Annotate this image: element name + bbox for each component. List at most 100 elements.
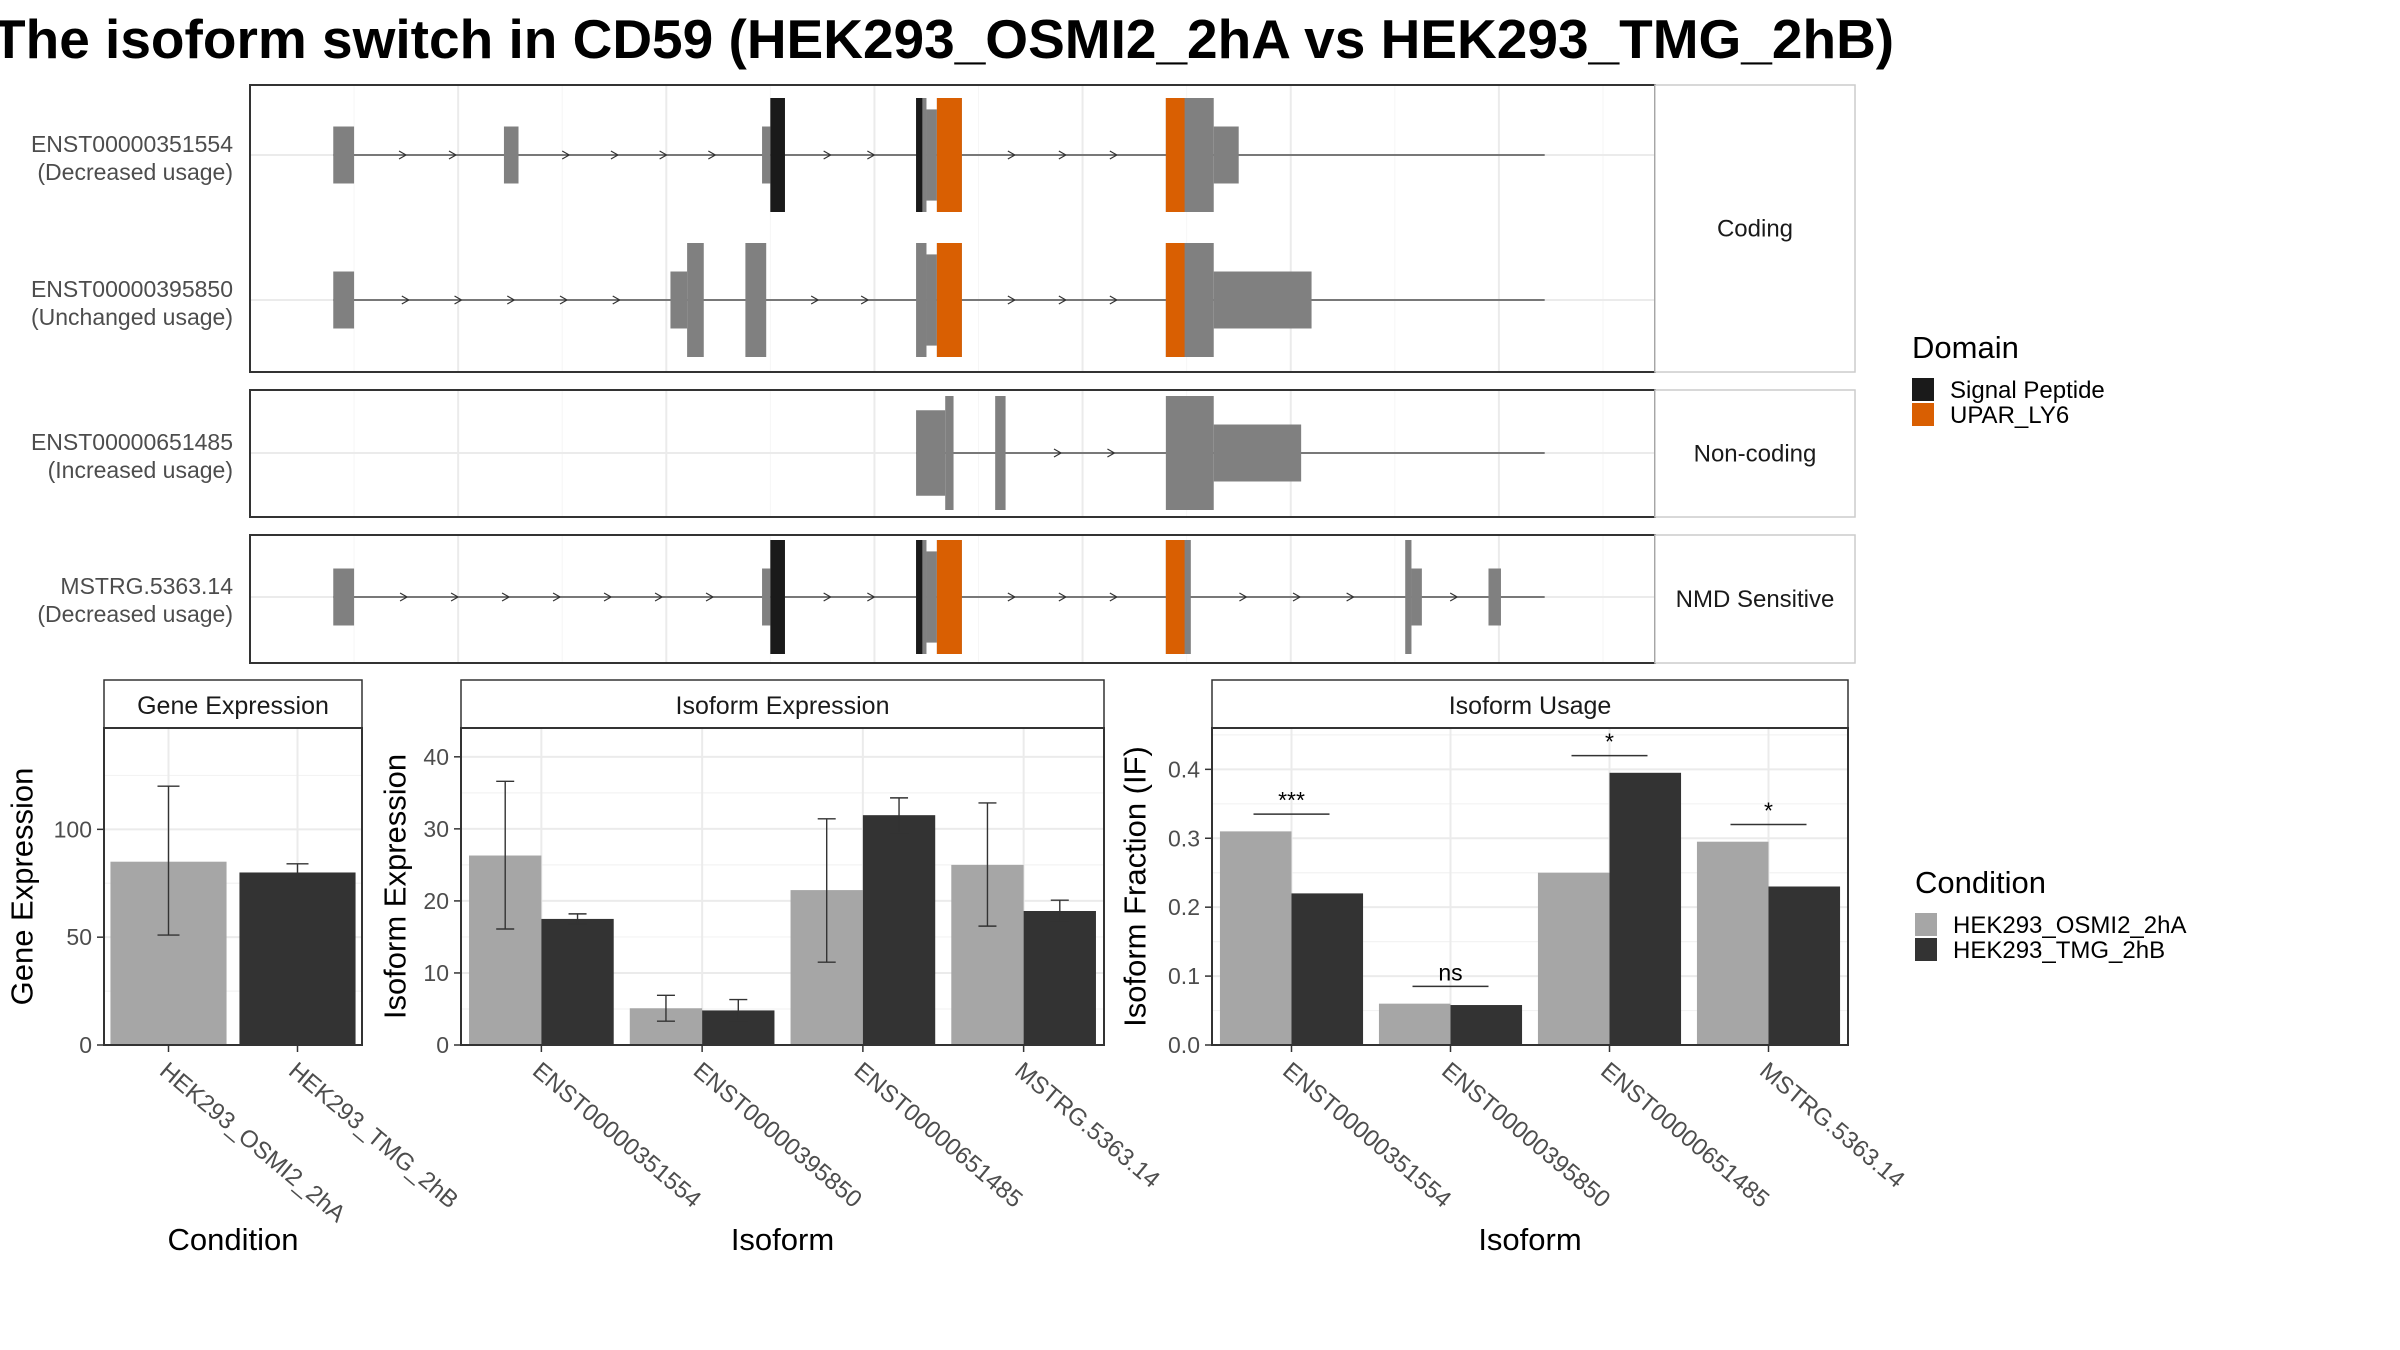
intron-arrow bbox=[1058, 150, 1068, 160]
intron-arrow bbox=[552, 592, 562, 602]
intron-arrow bbox=[708, 150, 717, 160]
intron-arrow bbox=[654, 592, 664, 602]
domain-signal-peptide bbox=[770, 540, 785, 654]
intron-arrow bbox=[448, 150, 458, 160]
bar-chart: Isoform Usage 0.0 0.1 0.2 0.3 0.4 *** ns * * ENST0… bbox=[1118, 679, 1910, 1257]
intron-arrow bbox=[1292, 592, 1302, 602]
legend-swatch bbox=[1912, 378, 1934, 401]
exon bbox=[333, 568, 355, 626]
bar bbox=[1450, 1005, 1523, 1045]
intron-arrow bbox=[612, 295, 621, 305]
bar bbox=[1291, 893, 1364, 1045]
domain-signal-peptide bbox=[916, 540, 923, 654]
bar bbox=[1537, 872, 1610, 1045]
x-axis-label: Condition bbox=[168, 1222, 299, 1257]
intron-arrow bbox=[867, 150, 876, 160]
panel-strip bbox=[460, 679, 1105, 729]
intron-arrow bbox=[860, 295, 870, 305]
y-tick-label: 20 bbox=[423, 888, 449, 914]
intron-arrow bbox=[1053, 448, 1063, 458]
bar bbox=[541, 918, 614, 1045]
exon bbox=[1182, 98, 1214, 212]
bar bbox=[1609, 772, 1682, 1045]
panel-strip bbox=[1654, 84, 1856, 373]
intron-arrow bbox=[705, 592, 715, 602]
intron-arrow bbox=[659, 150, 668, 160]
intron-arrow bbox=[501, 592, 511, 602]
intron-arrow bbox=[401, 295, 411, 305]
x-axis-label: Isoform bbox=[731, 1222, 834, 1257]
intron-arrow bbox=[823, 150, 832, 160]
intron-arrow bbox=[399, 592, 409, 602]
x-tick-label: ENST00000351554 bbox=[1277, 1057, 1456, 1213]
transcript-usage: (Decreased usage) bbox=[37, 159, 233, 185]
panel-strip bbox=[1654, 389, 1856, 518]
panel-border bbox=[460, 727, 1105, 1046]
exon bbox=[745, 243, 767, 357]
domain-upar-ly6 bbox=[1165, 243, 1185, 357]
exon bbox=[333, 271, 355, 329]
legend-label: UPAR_LY6 bbox=[1950, 402, 2069, 429]
x-axis-label: Isoform bbox=[1478, 1222, 1581, 1257]
domain-upar-ly6 bbox=[1165, 98, 1185, 212]
x-tick-label: ENST00000395850 bbox=[1436, 1057, 1615, 1213]
legend-label: HEK293_OSMI2_2hA bbox=[1953, 912, 2186, 939]
exon bbox=[762, 126, 771, 184]
panel-strip-label: Non-coding bbox=[1694, 441, 1817, 468]
legend-label: HEK293_TMG_2hB bbox=[1953, 937, 2165, 964]
panel-border bbox=[1211, 727, 1849, 1046]
intron-arrow bbox=[454, 295, 463, 305]
transcript bbox=[333, 243, 1545, 357]
x-tick-label: MSTRG.5363.14 bbox=[1754, 1057, 1909, 1193]
exon bbox=[926, 254, 937, 346]
intron-arrow bbox=[1058, 295, 1068, 305]
exon bbox=[1182, 243, 1214, 357]
transcript-name: ENST00000351554 bbox=[31, 131, 233, 157]
x-tick-label: ENST00000651485 bbox=[1595, 1057, 1774, 1213]
intron-arrow bbox=[1107, 448, 1116, 458]
exon bbox=[1182, 540, 1191, 654]
exon bbox=[1405, 540, 1412, 654]
exon bbox=[762, 568, 771, 626]
transcript-name: ENST00000651485 bbox=[31, 429, 233, 455]
intron-arrow bbox=[398, 150, 408, 160]
intron-arrow bbox=[559, 295, 569, 305]
intron-arrow bbox=[450, 592, 460, 602]
transcript-usage: (Unchanged usage) bbox=[31, 304, 233, 330]
intron-arrow bbox=[1109, 150, 1119, 160]
exon bbox=[1213, 271, 1312, 329]
intron-arrow bbox=[561, 150, 571, 160]
exon bbox=[1411, 568, 1422, 626]
intron-arrow bbox=[610, 150, 620, 160]
domain-upar-ly6 bbox=[1165, 540, 1185, 654]
bar bbox=[1219, 831, 1292, 1045]
structure-panel: Non-coding bbox=[249, 389, 1856, 518]
exon bbox=[1165, 396, 1214, 510]
significance-label: *** bbox=[1278, 787, 1305, 813]
panel-title: Isoform Expression bbox=[676, 692, 890, 720]
legend-title: Condition bbox=[1915, 865, 2046, 900]
exon bbox=[916, 410, 946, 496]
panel-strip-label: NMD Sensitive bbox=[1676, 586, 1835, 613]
y-tick-label: 100 bbox=[54, 816, 92, 842]
exon bbox=[503, 126, 519, 184]
structure-panel: NMD Sensitive bbox=[249, 534, 1856, 664]
legend-swatch bbox=[1912, 403, 1934, 426]
significance-label: ns bbox=[1438, 959, 1462, 985]
bar bbox=[239, 872, 356, 1045]
bar bbox=[1768, 886, 1841, 1045]
chart-title: The isoform switch in CD59 (HEK293_OSMI2… bbox=[0, 8, 1894, 70]
intron-arrow bbox=[1058, 592, 1068, 602]
intron-arrow bbox=[1007, 295, 1017, 305]
intron-arrow bbox=[823, 592, 832, 602]
intron-arrow bbox=[506, 295, 516, 305]
intron-arrow bbox=[810, 295, 820, 305]
exon bbox=[687, 243, 704, 357]
panel-strip bbox=[1654, 534, 1856, 664]
transcript bbox=[333, 540, 1545, 654]
y-axis-label: Isoform Expression bbox=[378, 754, 413, 1019]
